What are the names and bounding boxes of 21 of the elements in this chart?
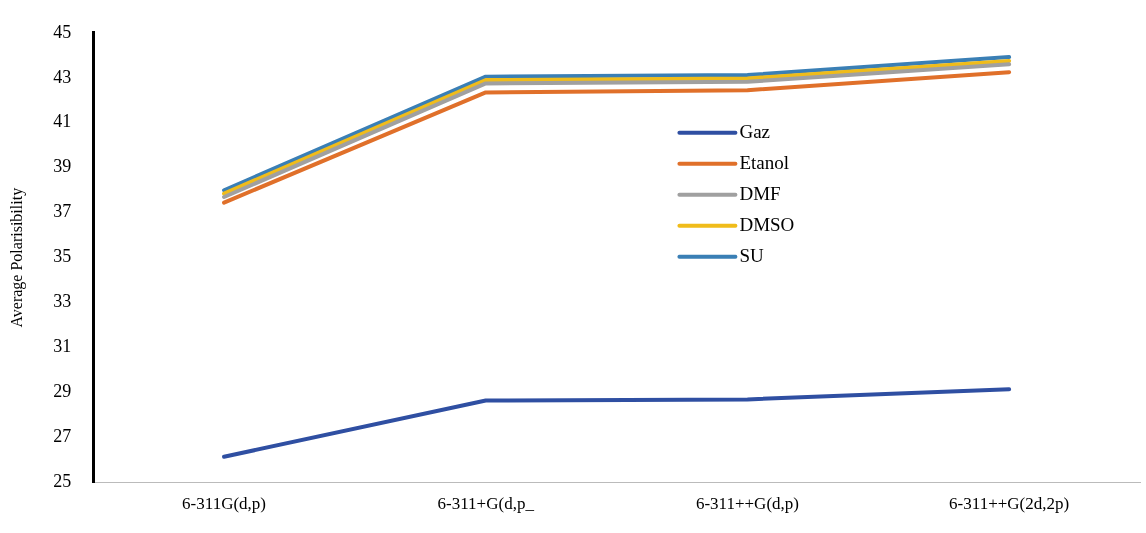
- y-tick-label: 29: [53, 381, 72, 402]
- y-tick-label: 41: [53, 111, 72, 132]
- y-tick-label: 25: [53, 471, 72, 492]
- legend-label: DMSO: [739, 213, 795, 235]
- y-tick-label: 31: [53, 336, 72, 357]
- y-tick-label: 33: [53, 291, 72, 312]
- y-axis-title: Average Polarisibility: [7, 187, 26, 328]
- y-tick-label: 45: [53, 21, 72, 42]
- x-tick-label: 6-311++G(2d,2p): [949, 494, 1070, 514]
- legend-label: DMF: [739, 182, 781, 204]
- x-tick-label: 6-311++G(d,p): [695, 494, 799, 514]
- y-tick-label: 27: [53, 426, 72, 447]
- y-tick-label: 43: [53, 66, 72, 87]
- y-tick-label: 39: [53, 156, 72, 177]
- y-tick-label: 35: [53, 246, 72, 267]
- y-tick-label: 37: [53, 201, 72, 222]
- x-tick-label: 6-311+G(d,p_: [437, 494, 535, 514]
- x-tick-label: 6-311G(d,p): [182, 494, 266, 514]
- legend-label: Etanol: [739, 151, 790, 173]
- legend-label: Gaz: [739, 120, 770, 142]
- legend-label: SU: [739, 244, 764, 266]
